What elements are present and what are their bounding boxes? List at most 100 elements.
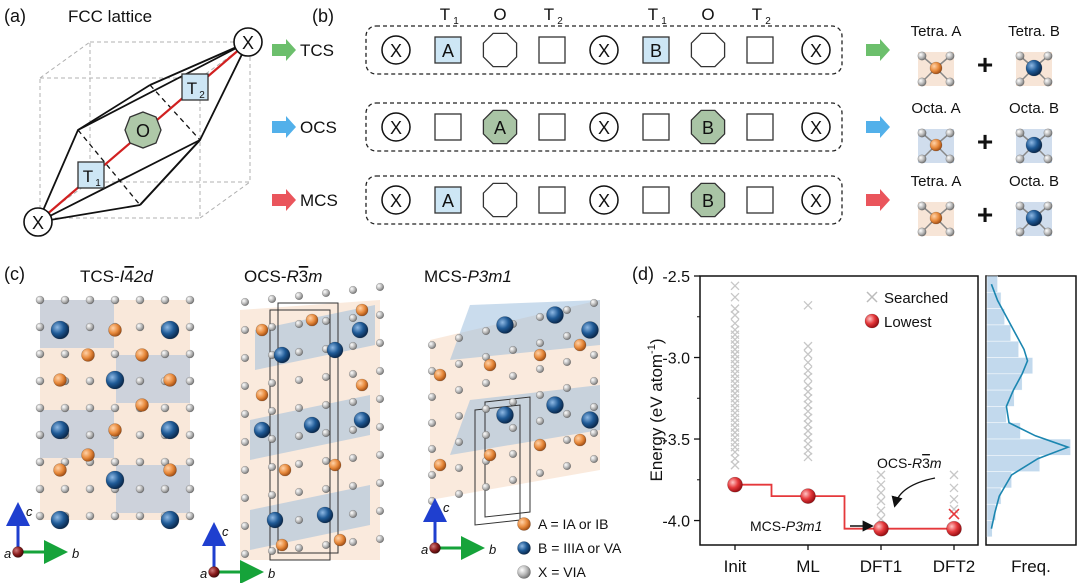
ocs-atom-x xyxy=(294,431,304,441)
ocs-atom-x xyxy=(294,347,304,357)
unit-anion xyxy=(1015,154,1025,164)
annotation-ocs: OCS-R3m xyxy=(877,455,942,471)
row-arrow-right xyxy=(866,116,890,138)
row-arrow-left xyxy=(272,39,296,61)
tcs-atom-x xyxy=(85,484,95,494)
panel-a-title: FCC lattice xyxy=(68,7,152,26)
cell-x xyxy=(801,35,831,65)
mcs-atom-b xyxy=(496,406,514,424)
cell-octa-filled xyxy=(482,109,518,145)
cell-x xyxy=(589,112,619,142)
mcs-atom-a xyxy=(433,368,447,382)
freq-bar xyxy=(986,406,1007,424)
tcs-atom-x xyxy=(35,457,45,467)
mcs-atom-x xyxy=(589,428,599,438)
header-3: T xyxy=(544,5,554,24)
ocs-atom-x xyxy=(375,506,385,516)
plus-sign: + xyxy=(977,126,993,157)
header-2: O xyxy=(493,5,506,24)
unit-cation xyxy=(929,138,943,152)
searched-point xyxy=(803,349,813,359)
searched-point xyxy=(730,281,740,291)
unit-cation xyxy=(1025,59,1043,77)
ocs-atom-x xyxy=(348,313,358,323)
axis-a-dot xyxy=(12,546,24,558)
ocs-atom-x xyxy=(321,540,331,550)
cell-label: X xyxy=(598,191,610,211)
ocs-atom-x xyxy=(375,478,385,488)
svg-text:X: X xyxy=(242,33,254,53)
tcs-atom-a xyxy=(163,373,177,387)
searched-point xyxy=(803,406,813,416)
header-1: T xyxy=(440,5,450,24)
searched-point xyxy=(949,494,959,504)
structure-title-2: OCS-R3m xyxy=(244,267,322,286)
row-box xyxy=(365,102,843,152)
tcs-atom-a xyxy=(81,448,95,462)
header-sub-1: 1 xyxy=(453,16,459,27)
ocs-atom-a xyxy=(255,388,269,402)
searched-point xyxy=(730,310,740,320)
header-sub-6: 2 xyxy=(765,16,771,27)
mcs-atom-x xyxy=(562,461,572,471)
ocs-atom-x xyxy=(321,316,331,326)
mcs-atom-a xyxy=(483,358,497,372)
unit-anion xyxy=(1015,51,1025,61)
ocs-atom-x xyxy=(240,297,250,307)
mcs-cell-back xyxy=(484,396,531,518)
mcs-atom-a xyxy=(533,348,547,362)
cell-tetra-filled xyxy=(434,36,462,64)
y-tick-label: -3.5 xyxy=(662,432,690,449)
row-ocs: OCS X A X B X Octa. A Octa. B + xyxy=(272,100,1059,164)
site-o: O xyxy=(124,111,162,149)
freq-kde-curve xyxy=(990,283,1071,529)
mcs-atom-x xyxy=(454,333,464,343)
ocs-atom-x xyxy=(348,397,358,407)
ocs-atom-x xyxy=(348,537,358,547)
cell-tetra-empty xyxy=(434,113,462,141)
ocs-atom-a xyxy=(355,303,369,317)
lowest-point xyxy=(873,520,889,537)
unit-anion xyxy=(917,201,927,211)
mcs-atom-b xyxy=(581,321,599,339)
atom-legend: A = IA or IB B = IIIA or VA X = VIA xyxy=(517,516,622,580)
tcs-atom-a xyxy=(135,398,149,412)
mcs-atom-x xyxy=(589,350,599,360)
row-mcs: MCS X A X B X Tetra. A Octa. B + xyxy=(272,173,1059,237)
tcs-atom-x xyxy=(35,484,45,494)
ocs-atom-x xyxy=(321,372,331,382)
row-arrow-left xyxy=(272,116,296,138)
ocs-atom-b xyxy=(351,321,369,339)
ocs-atom-x xyxy=(321,288,331,298)
legend-text-1: A = IA or IB xyxy=(538,516,608,532)
unit-anion xyxy=(945,51,955,61)
tcs-atom-x xyxy=(35,430,45,440)
tcs-atom-x xyxy=(35,376,45,386)
right-unit-label: Tetra. B xyxy=(1008,23,1060,40)
searched-point xyxy=(876,496,886,506)
tcs-atom-b xyxy=(105,370,125,390)
cell-tetra-empty xyxy=(746,186,774,214)
cell-tetra-empty xyxy=(538,36,566,64)
left-unit-label: Tetra. A xyxy=(911,173,962,190)
svg-text:O: O xyxy=(136,121,150,141)
searched-point xyxy=(803,357,813,367)
mcs-atom-x xyxy=(454,437,464,447)
ocs-atom-x xyxy=(375,534,385,544)
ocs-atom-x xyxy=(375,338,385,348)
x-tick-label: DFT1 xyxy=(860,557,903,576)
unit-anion xyxy=(945,77,955,87)
ocs-atom-x xyxy=(375,394,385,404)
tcs-atom-x xyxy=(35,511,45,521)
tcs-atom-x xyxy=(60,295,70,305)
unit-anion xyxy=(917,128,927,138)
cell-x xyxy=(589,185,619,215)
ocs-cell xyxy=(269,309,331,561)
ocs-atom-b xyxy=(353,411,371,429)
mcs-atom-x xyxy=(562,435,572,445)
site-t2: T 2 xyxy=(181,73,209,101)
ocs-atom-x xyxy=(348,369,358,379)
ocs-atom-x xyxy=(375,366,385,376)
tcs-atom-x xyxy=(185,457,195,467)
ocs-atom-x xyxy=(321,428,331,438)
